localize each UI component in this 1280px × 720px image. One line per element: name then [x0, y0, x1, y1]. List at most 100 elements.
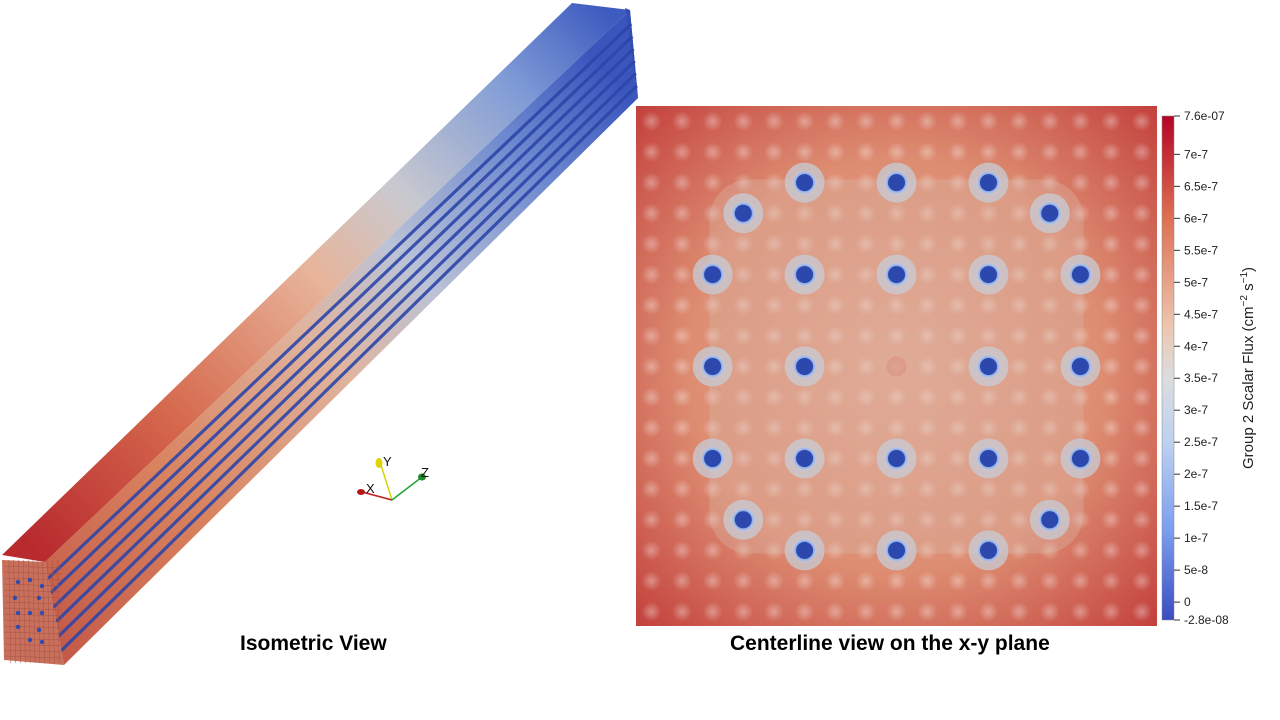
y-axis-cone [375, 458, 383, 468]
xy-fuel-pin [1039, 172, 1060, 193]
iso-front-mesh-line [23, 559, 26, 664]
xy-fuel-pin [641, 356, 662, 377]
xy-fuel-pin [1039, 448, 1060, 469]
xy-fuel-pin [1101, 141, 1122, 162]
iso-front-guide-tube [15, 624, 21, 630]
xy-guide-tube [734, 511, 752, 529]
iso-front-mesh-line [3, 577, 63, 581]
iso-front-mesh-line [3, 637, 63, 641]
xy-fuel-pin [733, 601, 754, 622]
xy-fuel-pin [978, 295, 999, 316]
xy-fuel-pin [855, 509, 876, 530]
xy-fuel-pin [671, 571, 692, 592]
xy-fuel-pin [671, 295, 692, 316]
colorbar-tick-label: 3e-7 [1184, 403, 1208, 417]
xy-fuel-pin [825, 387, 846, 408]
xy-fuel-pin [855, 172, 876, 193]
xy-fuel-pin [855, 601, 876, 622]
xy-fuel-pin [917, 172, 938, 193]
xy-fuel-pin [825, 448, 846, 469]
colorbar-tick-label: -2.8e-08 [1184, 613, 1229, 627]
xy-fuel-pin [702, 479, 723, 500]
xy-fuel-pin [641, 571, 662, 592]
xy-fuel-pin [1101, 387, 1122, 408]
iso-channel-stripe [49, 35, 634, 595]
iso-front-guide-tube [27, 637, 33, 643]
xy-fuel-pin [702, 509, 723, 530]
xy-fuel-pin [702, 417, 723, 438]
xy-fuel-pin [1070, 417, 1091, 438]
iso-front-guide-tube [15, 610, 21, 616]
xy-guide-tube [888, 449, 906, 467]
xy-fuel-pin [1039, 356, 1060, 377]
xy-fuel-pin [978, 111, 999, 132]
xy-fuel-pin [855, 571, 876, 592]
xy-fuel-pin [1009, 172, 1030, 193]
xy-guide-tube [704, 358, 722, 376]
xy-guide-tube [979, 174, 997, 192]
xy-fuel-pin [917, 203, 938, 224]
xy-fuel-pin [763, 509, 784, 530]
xy-fuel-pin [733, 264, 754, 285]
xy-fuel-pin [978, 203, 999, 224]
xy-fuel-pin [794, 233, 815, 254]
xy-fuel-pin [886, 601, 907, 622]
xy-fuel-pin [641, 141, 662, 162]
xy-fuel-pin [855, 141, 876, 162]
iso-front-mesh-line [37, 559, 41, 664]
xy-fuel-pin [917, 141, 938, 162]
xy-fuel-pin [917, 479, 938, 500]
colorbar-tick-label: 7e-7 [1184, 147, 1208, 161]
xy-fuel-pin [671, 203, 692, 224]
xy-fuel-pin [1131, 571, 1152, 592]
xy-fuel-pin [641, 601, 662, 622]
iso-front-mesh-line [3, 643, 63, 647]
xy-fuel-pin [1070, 387, 1091, 408]
colorbar-title: Group 2 Scalar Flux (cm−2 s−1) [1239, 267, 1257, 469]
xy-fuel-pin [1039, 387, 1060, 408]
xy-fuel-pin [671, 325, 692, 346]
xy-fuel-pin [825, 264, 846, 285]
iso-front-mesh-line [3, 571, 63, 575]
xy-fuel-pin [1131, 417, 1152, 438]
xy-fuel-pin [763, 356, 784, 377]
colorbar-tick-label: 5e-8 [1184, 563, 1208, 577]
iso-front-guide-tube [39, 610, 45, 616]
xy-fuel-pin [794, 479, 815, 500]
iso-front-mesh-line [47, 559, 50, 664]
xy-fuel-pin [1070, 141, 1091, 162]
xy-guide-tube [979, 449, 997, 467]
xy-fuel-pin [1039, 141, 1060, 162]
xy-guide-tube [1071, 449, 1089, 467]
xy-fuel-pin [763, 264, 784, 285]
xy-fuel-pin [978, 141, 999, 162]
xy-fuel-pin [825, 203, 846, 224]
iso-front-mesh-line [8, 559, 12, 664]
xy-fuel-pin [702, 233, 723, 254]
xy-fuel-pin [794, 141, 815, 162]
z-axis-cone [418, 473, 426, 481]
xy-fuel-pin [886, 141, 907, 162]
xy-fuel-pin [702, 325, 723, 346]
xy-fuel-pin [1039, 111, 1060, 132]
xy-fuel-pin [1131, 233, 1152, 254]
xy-fuel-pin [1009, 264, 1030, 285]
xy-fuel-pin [671, 448, 692, 469]
iso-front-mesh-line [3, 589, 63, 593]
colorbar-scale [1161, 115, 1175, 621]
xy-fuel-pin [947, 111, 968, 132]
xy-fuel-pin [641, 417, 662, 438]
xy-fuel-pin [917, 233, 938, 254]
xy-fuel-pin [825, 417, 846, 438]
xy-fuel-pin [855, 387, 876, 408]
xy-guide-tube [796, 541, 814, 559]
orientation-triad: Y X Z [357, 454, 429, 501]
xy-fuel-pin [1101, 295, 1122, 316]
iso-front-mesh-line [3, 631, 63, 635]
xy-fuel-pin [947, 540, 968, 561]
xy-fuel-pin [671, 233, 692, 254]
iso-front-mesh-line [3, 565, 63, 569]
xy-fuel-pin [855, 479, 876, 500]
xy-fuel-pin [917, 417, 938, 438]
